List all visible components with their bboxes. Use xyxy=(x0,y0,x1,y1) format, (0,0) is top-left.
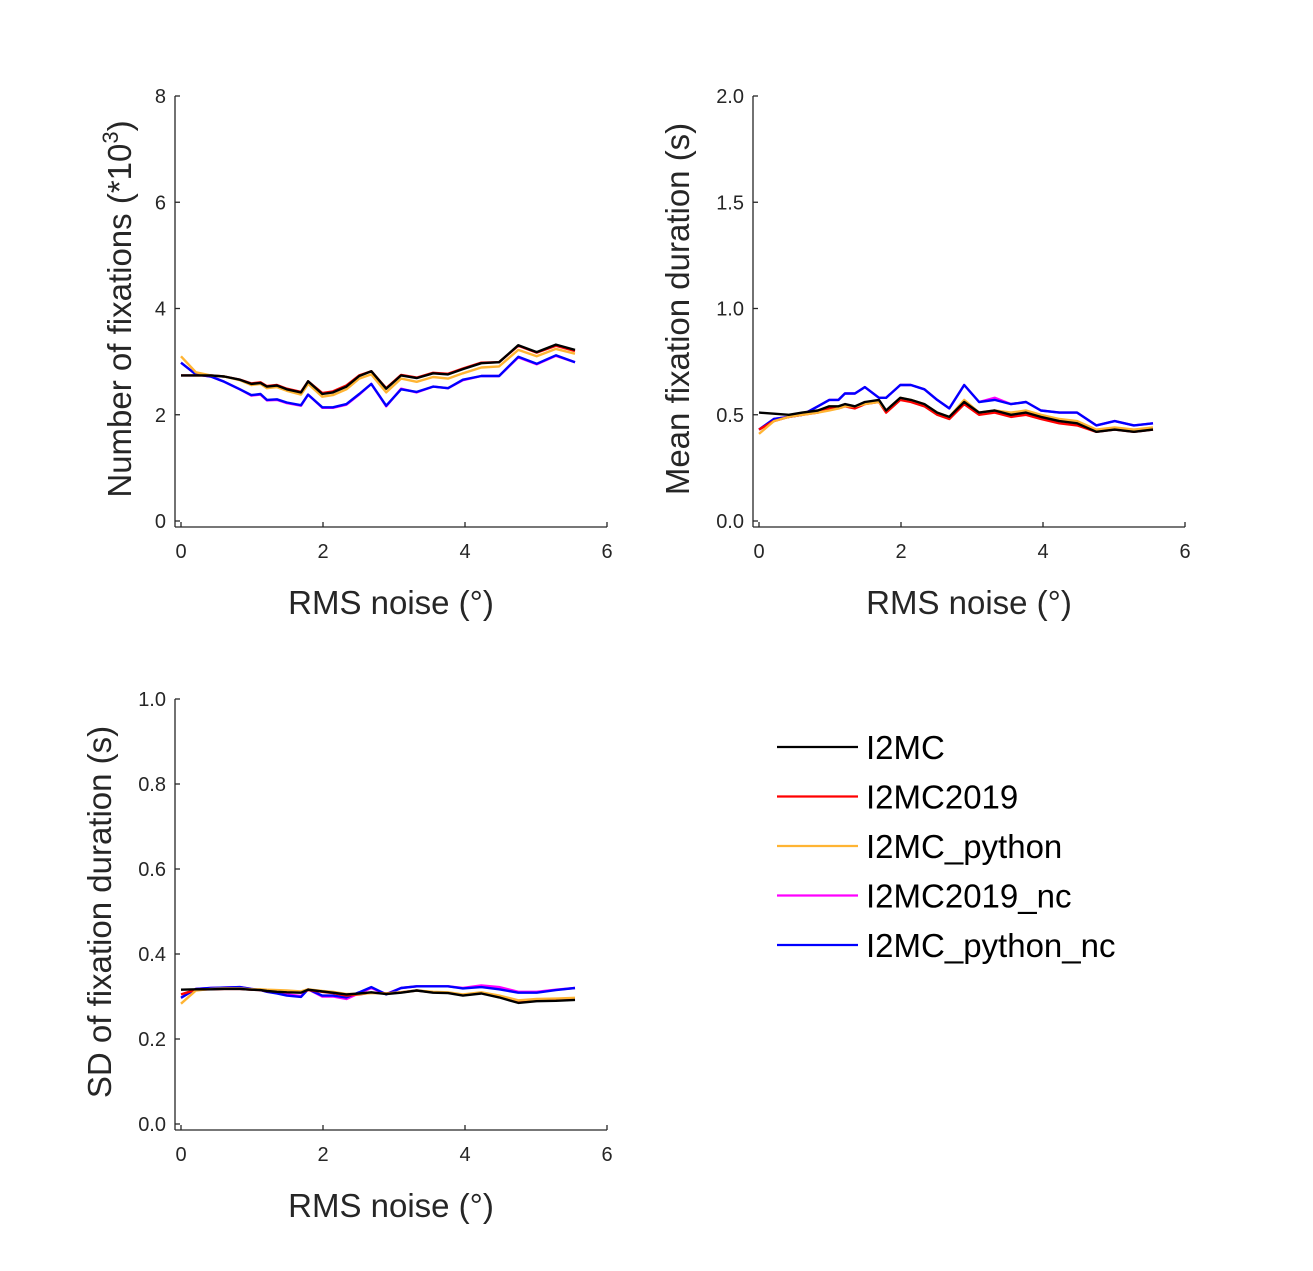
y-tick-label: 2 xyxy=(155,405,166,427)
legend-label: I2MC_python_nc xyxy=(866,927,1115,964)
x-axis-title: RMS noise (°) xyxy=(866,584,1072,621)
series-line-i2mc xyxy=(181,343,576,396)
y-tick-label: 4 xyxy=(155,299,166,321)
series-line-i2mc-python-nc xyxy=(180,354,576,409)
series-line-i2mc xyxy=(180,987,576,1005)
x-axis-title: RMS noise (°) xyxy=(288,1187,494,1224)
legend-entry: I2MC_python_nc xyxy=(777,927,1115,964)
y-tick-label: 1.0 xyxy=(716,299,744,321)
y-tick-label: 0.0 xyxy=(138,1114,166,1136)
y-tick-label: 0.5 xyxy=(716,405,744,427)
legend-entry: I2MC2019 xyxy=(777,779,1018,816)
x-tick-label: 0 xyxy=(753,541,764,563)
x-tick-label: 0 xyxy=(175,541,186,563)
y-axis-title-end: ) xyxy=(101,120,138,131)
panel-number-of-fixations: 0 2 4 6 0 2 4 6 8 RMS noise (°) Number of fixati… xyxy=(98,86,613,621)
panel-sd-fixation-duration: 0 2 4 6 0.0 0.2 0.4 0.6 0.8 1.0 RMS noise (°) SD … xyxy=(81,689,613,1224)
y-axis-title: Number of fixations (*103) xyxy=(98,120,138,497)
series-line-i2mc-python xyxy=(758,396,1154,435)
x-tick-label: 4 xyxy=(1037,541,1048,563)
x-tick-label: 2 xyxy=(317,1144,328,1166)
x-axis-title: RMS noise (°) xyxy=(288,584,494,621)
y-tick-label: 0.4 xyxy=(138,944,166,966)
legend-label: I2MC2019 xyxy=(866,779,1018,816)
legend-label: I2MC xyxy=(866,729,945,766)
series-line-i2mc xyxy=(758,396,1154,433)
y-tick-label: 0.8 xyxy=(138,774,166,796)
y-tick-label: 6 xyxy=(155,192,166,214)
y-tick-label: 0.0 xyxy=(716,511,744,533)
legend-entry: I2MC2019_nc xyxy=(777,878,1071,915)
y-axis-title: SD of fixation duration (s) xyxy=(81,726,118,1098)
y-axis-title-superscript: 3 xyxy=(98,131,123,143)
y-tick-label: 0.2 xyxy=(138,1029,166,1051)
legend: I2MC I2MC2019 I2MC_python I2MC2019_nc I2MC_p… xyxy=(777,729,1115,964)
x-tick-label: 4 xyxy=(459,541,470,563)
x-tick-label: 0 xyxy=(175,1144,186,1166)
series-line-i2mc2019 xyxy=(758,398,1154,433)
y-axis-title: Mean fixation duration (s) xyxy=(659,123,696,495)
y-tick-label: 8 xyxy=(155,86,166,108)
x-tick-label: 2 xyxy=(317,541,328,563)
y-tick-label: 0.6 xyxy=(138,859,166,881)
legend-label: I2MC_python xyxy=(866,828,1062,865)
x-tick-label: 6 xyxy=(601,1144,612,1166)
y-tick-label: 1.0 xyxy=(138,689,166,711)
series-line-i2mc-python-nc xyxy=(758,383,1154,431)
x-tick-label: 6 xyxy=(1179,541,1190,563)
x-tick-label: 4 xyxy=(459,1144,470,1166)
y-tick-label: 1.5 xyxy=(716,192,744,214)
x-tick-label: 6 xyxy=(601,541,612,563)
legend-label: I2MC2019_nc xyxy=(866,878,1071,915)
legend-entry: I2MC xyxy=(777,729,945,766)
legend-entry: I2MC_python xyxy=(777,828,1062,865)
y-axis-title-base: Number of fixations (*10 xyxy=(101,144,138,498)
panel-mean-fixation-duration: 0 2 4 6 0.0 0.5 1.0 1.5 2.0 RMS noise (°) Mean f… xyxy=(659,86,1191,621)
x-tick-label: 2 xyxy=(895,541,906,563)
y-tick-label: 2.0 xyxy=(716,86,744,108)
y-tick-label: 0 xyxy=(155,511,166,533)
